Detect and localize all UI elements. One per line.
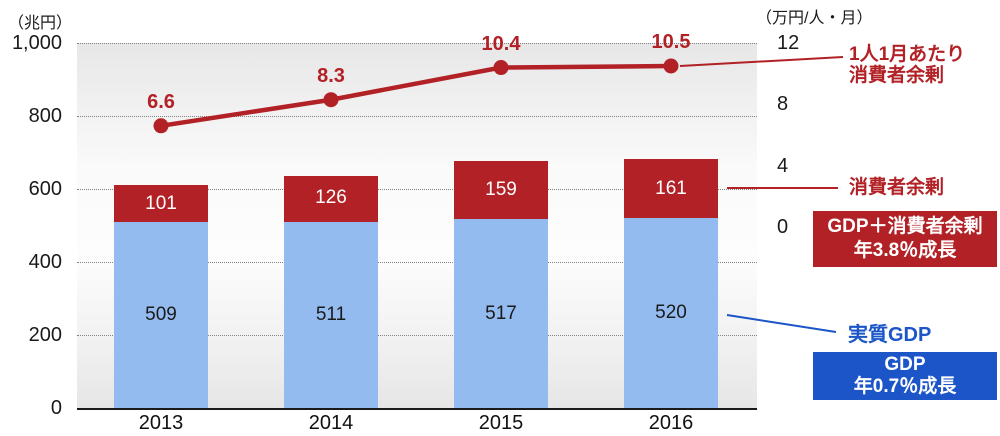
gridline	[77, 189, 757, 190]
gridline	[77, 262, 757, 263]
surplus-bar-value: 101	[145, 192, 177, 214]
line-point-value: 8.3	[317, 64, 345, 87]
gdp-bar-segment	[454, 219, 548, 408]
left-axis-tick: 200	[28, 324, 62, 346]
line-point-value: 6.6	[147, 90, 175, 113]
x-axis-category-label: 2016	[648, 412, 694, 434]
line-series-annotation-line1: 1人1月あたり	[849, 44, 966, 65]
surplus-growth-box-line2: 年3.8％成長	[853, 240, 957, 261]
gdp-bar-value: 509	[145, 304, 177, 326]
line-series-marker	[153, 118, 169, 134]
gdp-bar-value: 517	[485, 302, 517, 324]
gdp-bar-segment	[114, 222, 208, 408]
right-axis-tick: 8	[777, 93, 789, 116]
x-axis-category-label: 2015	[478, 412, 524, 434]
surplus-bar-segment	[114, 185, 208, 223]
line-series-annotation: 1人1月あたり 消費者余剰	[849, 44, 965, 86]
left-axis-tick: 400	[28, 251, 62, 273]
line-series-marker	[663, 58, 679, 74]
gridline	[77, 335, 757, 336]
line-point-value: 10.4	[481, 32, 521, 55]
right-axis-unit-label: （万円/人・月）	[756, 10, 873, 27]
gdp-growth-box-line1: GDP	[884, 354, 926, 375]
gdp-growth-box-line2: 年0.7％成長	[853, 376, 957, 397]
gridline	[77, 116, 757, 117]
surplus-growth-box: GDP＋消費者余剰 年3.8％成長	[813, 211, 997, 267]
gdp-bar-segment	[284, 221, 378, 408]
right-axis-tick: 0	[777, 216, 789, 238]
surplus-bar-value: 161	[655, 177, 687, 199]
x-axis-category-label: 2014	[308, 412, 354, 434]
gdp-bar-segment	[624, 218, 718, 408]
line-series-marker	[493, 60, 509, 76]
line-series-marker	[323, 92, 339, 108]
surplus-bar-segment	[454, 161, 548, 220]
left-axis-tick: 600	[28, 178, 62, 200]
gridline	[77, 43, 757, 44]
gdp-growth-box: GDP 年0.7％成長	[813, 352, 997, 400]
surplus-bar-segment	[284, 175, 378, 222]
plot-area: 509 101 511 126 517 159 520 161 6.6 8.3 10.4 10.5	[77, 31, 757, 410]
line-series-annotation-line2: 消費者余剰	[849, 65, 945, 86]
surplus-bar-value: 159	[485, 179, 517, 201]
right-axis-tick: 4	[777, 154, 789, 177]
surplus-bar-segment	[624, 159, 718, 219]
surplus-growth-box-line1: GDP＋消費者余剰	[827, 216, 983, 237]
right-axis-tick: 12	[777, 32, 800, 54]
gdp-bar-value: 520	[655, 302, 687, 324]
surplus-bar-value: 126	[315, 187, 347, 209]
left-axis-tick: 0	[50, 397, 62, 419]
line-point-value: 10.5	[651, 31, 691, 53]
gdp-annotation: 実質GDP	[848, 324, 932, 346]
gdp-bar-value: 511	[315, 303, 347, 325]
surplus-annotation: 消費者余剰	[849, 177, 945, 198]
left-axis-unit-label: （兆円）	[8, 15, 73, 32]
x-axis-category-label: 2013	[138, 412, 184, 434]
left-axis-tick: 800	[28, 105, 62, 127]
left-axis-tick: 1,000	[11, 32, 62, 54]
